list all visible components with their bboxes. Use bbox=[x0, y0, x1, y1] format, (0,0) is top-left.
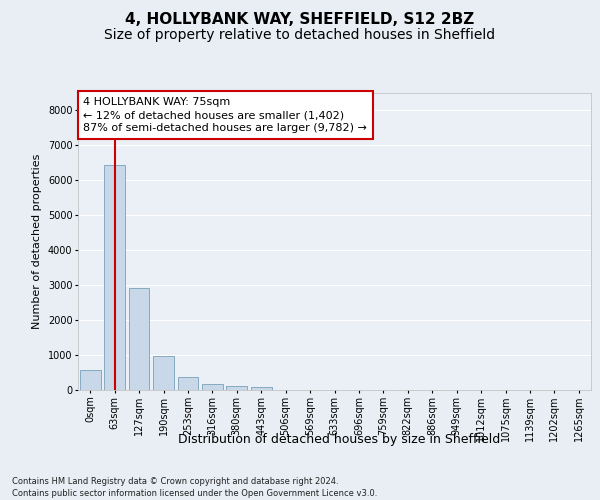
Bar bbox=[178, 378, 199, 390]
Text: 4 HOLLYBANK WAY: 75sqm
← 12% of detached houses are smaller (1,402)
87% of semi-: 4 HOLLYBANK WAY: 75sqm ← 12% of detached… bbox=[83, 97, 367, 134]
Bar bbox=[202, 384, 223, 390]
Bar bbox=[80, 370, 101, 390]
Y-axis label: Number of detached properties: Number of detached properties bbox=[32, 154, 42, 329]
Text: Size of property relative to detached houses in Sheffield: Size of property relative to detached ho… bbox=[104, 28, 496, 42]
Text: 4, HOLLYBANK WAY, SHEFFIELD, S12 2BZ: 4, HOLLYBANK WAY, SHEFFIELD, S12 2BZ bbox=[125, 12, 475, 28]
Bar bbox=[251, 387, 272, 390]
Text: Contains HM Land Registry data © Crown copyright and database right 2024.
Contai: Contains HM Land Registry data © Crown c… bbox=[12, 476, 377, 498]
Bar bbox=[226, 386, 247, 390]
Bar bbox=[153, 356, 174, 390]
Bar bbox=[104, 166, 125, 390]
Text: Distribution of detached houses by size in Sheffield: Distribution of detached houses by size … bbox=[178, 432, 500, 446]
Bar bbox=[128, 288, 149, 390]
